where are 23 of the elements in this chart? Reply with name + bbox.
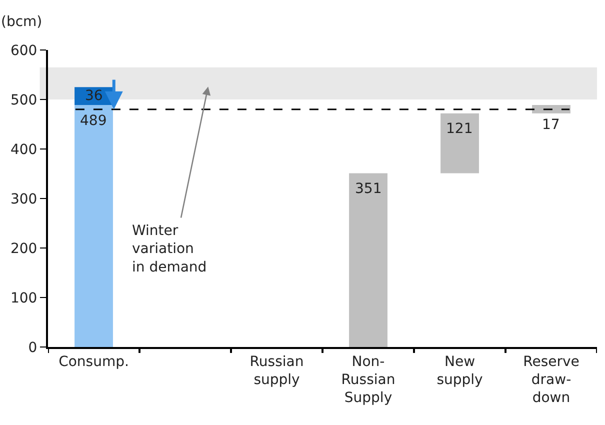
annotation: Winter variation in demand [132, 223, 207, 276]
data-label: 36 [85, 88, 103, 104]
y-tick-label: 0 [28, 340, 38, 356]
y-tick-label: 600 [10, 42, 38, 59]
y-axis-title: (bcm) [1, 14, 42, 30]
bar [74, 104, 113, 347]
data-label: 17 [542, 117, 560, 133]
x-tick-label: Consump. [58, 354, 129, 370]
x-tick-label: New supply [436, 354, 483, 388]
data-label: 121 [446, 121, 473, 137]
y-tick-label: 400 [10, 142, 38, 158]
data-label: 489 [80, 113, 107, 129]
y-tick-label: 300 [10, 191, 38, 208]
y-tick-label: 200 [10, 240, 38, 257]
bar [532, 104, 570, 114]
y-tick-label: 100 [10, 290, 38, 306]
x-tick-label: Non-Russian Supply [341, 354, 396, 406]
x-tick-label: Reserve draw-down [523, 354, 580, 406]
x-tick-label: Russian supply [250, 354, 304, 388]
bar [440, 113, 479, 174]
bar [349, 173, 388, 347]
y-tick-label: 500 [10, 92, 38, 108]
data-label: 351 [355, 181, 382, 197]
